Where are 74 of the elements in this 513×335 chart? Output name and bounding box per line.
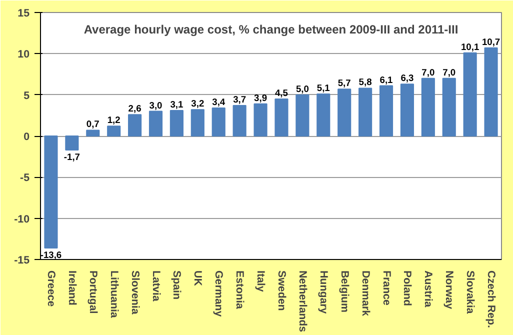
data-label: 0,7 [86,119,100,130]
data-label: 6,3 [400,73,414,84]
data-label: 3,4 [212,97,226,108]
data-label: 5,0 [296,84,309,94]
bar [296,94,310,136]
x-tick-label: Italy [254,270,267,292]
bar [44,136,58,248]
x-tick-label: Sweden [275,270,288,311]
data-label: 5,1 [316,83,330,94]
bar [170,110,184,136]
bar [148,110,163,136]
data-label: 3,1 [170,99,184,110]
x-tick-label: Germany [212,270,225,317]
bar [379,85,394,136]
bar [358,88,372,136]
y-tick-label: 0 [24,131,30,143]
bar [107,126,121,136]
x-tick-label: Poland [401,270,414,306]
text: Average hourly wage cost, % change between 2009-III and 2011-III [84,22,458,36]
data-label: 7,0 [422,67,435,78]
x-tick-label: Portugal [86,270,99,314]
data-label: 10,1 [460,42,480,52]
data-label: 3,7 [233,94,246,105]
data-label: 5,8 [358,77,372,88]
data-label: 6,1 [380,74,393,85]
data-label: -13,6 [40,250,62,260]
bar [254,103,268,136]
data-label: 3,2 [191,98,204,109]
bar [400,84,414,136]
y-tick-label: 5 [24,90,30,102]
data-label: 7,0 [442,67,456,78]
x-tick-label: Netherlands [296,270,308,332]
bar [190,109,204,136]
x-tick-label: Austria [422,270,434,308]
x-tick-label: Belgium [338,270,350,313]
bar [232,105,246,136]
data-label: 1,2 [107,115,120,126]
bar [463,52,477,136]
bar [316,94,330,136]
y-tick-label: -10 [14,213,30,226]
y-tick-label: 10 [18,48,30,61]
x-tick-label: Spain [170,270,183,300]
bar [338,88,352,136]
bar [128,114,142,136]
x-tick-label: Czech Rep. [485,270,498,328]
x-tick-label: Latvia [150,270,162,302]
data-label: 3,0 [149,100,162,110]
y-tick-label: -5 [20,172,30,184]
y-tick-label: 15 [18,8,30,20]
x-tick-label: Greece [44,270,57,307]
bar [442,78,456,136]
data-label: 3,9 [254,92,268,103]
bar [274,98,288,136]
x-tick-label: Slovakia [464,270,476,314]
bar [86,130,100,136]
x-tick-label: Lithuania [108,270,120,318]
data-label: 10,7 [482,36,500,47]
bar [421,78,435,136]
x-tick-label: Denmark [359,270,372,316]
data-label: 4,5 [274,88,288,98]
y-tick-label: -15 [14,254,30,266]
x-tick-label: UK [192,270,204,286]
data-label: 5,7 [338,78,351,88]
bar [212,108,226,136]
bar [65,136,79,150]
x-tick-label: Norway [443,270,456,310]
x-tick-label: France [380,270,392,306]
x-tick-label: Hungary [317,270,330,314]
data-label: -1,7 [64,152,80,162]
x-tick-label: Ireland [66,270,78,306]
x-tick-label: Slovenia [128,270,141,314]
data-label: 2,6 [128,104,142,114]
x-tick-label: Estonia [234,270,246,310]
bar [484,47,498,136]
